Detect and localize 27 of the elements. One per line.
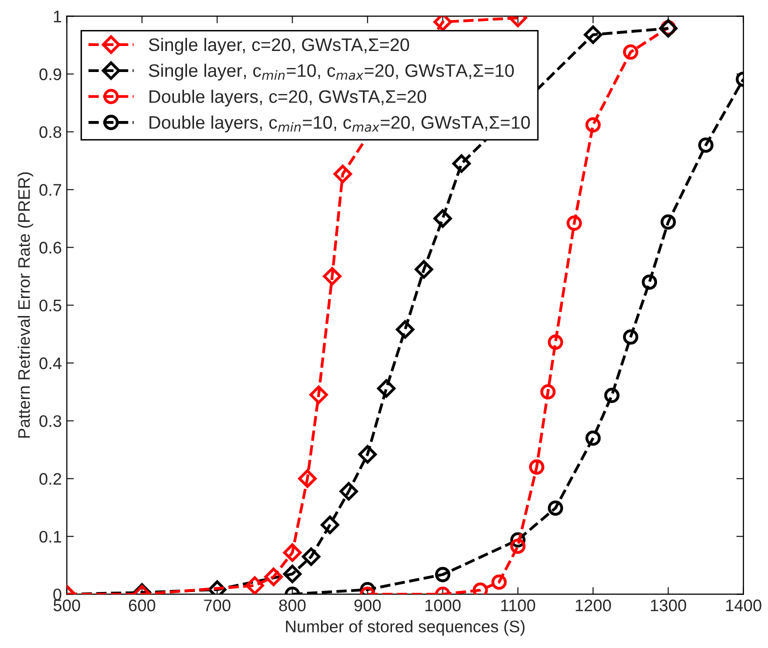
x-tick-label: 600: [128, 600, 156, 612]
x-tick-label: 700: [204, 600, 230, 612]
y-tick-label: 0.3: [39, 415, 62, 428]
y-tick-label: 0.2: [39, 473, 62, 485]
x-tick-label: 800: [279, 600, 306, 612]
x-axis-title: Number of stored sequences (S): [286, 620, 525, 636]
y-tick-label: 0.9: [39, 68, 62, 80]
y-tick-label: 1: [54, 10, 62, 22]
legend-label: Double layers, c$_{min}$=10, c$_{max}$=20, GWsTA,Σ=10: [150, 116, 530, 132]
legend-label: Single layer, c$_{min}$=10, c$_{max}$=20, GWsTA,Σ=10: [148, 64, 514, 81]
y-tick-label: 0.8: [39, 126, 62, 138]
y-axis-title: Pattern Retrieval Error Rate (PRER): [18, 172, 34, 438]
y-tick-label: 0: [53, 588, 62, 600]
y-tick-label: 0.7: [39, 184, 62, 196]
x-tick-label: 1400: [726, 600, 762, 612]
y-tick-label: 0.6: [39, 242, 62, 254]
x-tick-label: 1300: [650, 600, 686, 612]
y-tick-label: 0.5: [39, 300, 62, 312]
legend-label: Single layer, c=20, GWsTA,Σ=20: [148, 38, 410, 55]
y-tick-label: 0.1: [39, 530, 62, 543]
x-tick-label: 1000: [425, 600, 461, 612]
x-tick-label: 1100: [501, 600, 536, 612]
x-tick-label: 1200: [576, 600, 611, 612]
x-tick-label: 900: [354, 600, 381, 612]
x-tick-label: 500: [54, 600, 80, 612]
legend-label: Double layers, c=20, GWsTA,Σ=20: [150, 90, 426, 107]
y-tick-label: 0.4: [39, 357, 62, 370]
